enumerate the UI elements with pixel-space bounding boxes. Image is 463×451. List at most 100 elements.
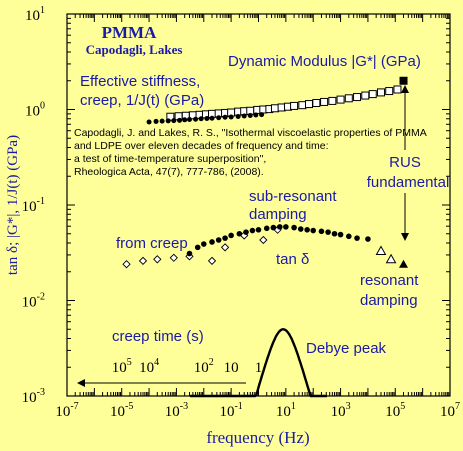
annotation-creep-time: creep time (s) [112,328,204,345]
data-point-creep-stiffness [259,112,265,118]
annotation-from-creep: from creep [116,235,188,252]
data-point-tan-delta [337,231,344,238]
chart-title: PMMA [102,23,157,42]
y-tick-label: 100 [25,101,45,120]
annotation-dynamic-modulus: Dynamic Modulus |G*| (GPa) [228,53,421,70]
data-point-open-square [270,104,279,113]
data-point-open-square [344,94,353,103]
annotation-resonant-2: damping [360,292,418,309]
data-point-rus-damping [399,259,409,268]
annotation-rus: RUS [389,154,421,171]
data-point-open-square [320,97,329,106]
data-series [122,76,409,398]
data-point-tan-delta [365,236,371,242]
chart-subtitle: Capodagli, Lakes [86,42,183,57]
data-point-rus-modulus [399,76,408,85]
data-point-tan-delta [263,225,270,232]
data-point-creep-stiffness [216,115,222,121]
data-point-open-square [361,91,370,100]
data-point-tan-delta [200,241,207,247]
x-tick-label: 10-1 [219,401,242,420]
data-point-tan-delta [291,224,297,231]
data-point-tan-delta [236,230,243,237]
data-point-creep-stiffness [222,114,228,120]
data-point-creep-stiffness [228,114,234,120]
x-tick-label: 107 [440,401,460,420]
citation-line-2: and LDPE over eleven decades of frequenc… [74,140,329,152]
data-point-tan-delta [194,244,201,251]
x-tick-label: 103 [331,401,351,420]
data-point-creep-stiffness [204,115,210,121]
x-tick-label: 101 [276,401,296,420]
data-point-tan-delta [310,227,317,234]
data-point-tan-delta [228,232,234,239]
data-point-open-diamond [138,256,148,266]
data-point-open-square [368,90,377,99]
citation: Capodagli, J. and Lakes, R. S., "Isother… [74,127,427,178]
data-point-creep-stiffness [177,117,183,123]
data-point-tan-delta [318,228,325,235]
data-point-creep-stiffness [182,117,188,123]
creep-time-axis: 105 104 102 10 1 [112,357,263,376]
creep-time-tick-label: 105 [112,357,132,376]
y-axis-label: tan δ; |G*|, 1/J(t) (GPa) [5,135,21,275]
data-point-tan-delta [297,226,304,232]
data-point-open-diamond [220,243,230,252]
annotation-sub-resonant-2: damping [249,206,307,223]
data-point-creep-stiffness [198,116,204,122]
data-point-creep-stiffness [253,112,259,118]
data-point-tan-delta [186,250,193,257]
data-point-tan-delta [255,226,262,233]
data-point-tan-delta [243,229,249,235]
citation-line-4: Rheologica Acta, 47(7), 777-786, (2008). [74,166,264,178]
creep-time-tick-label: 104 [139,357,159,376]
data-point-creep-stiffness [159,118,165,124]
y-tick-label: 10-3 [22,387,45,406]
debye-peak-curve [190,328,327,398]
data-point-open-square [328,96,337,105]
data-point-open-square [312,98,321,107]
data-point-tan-delta [276,224,283,230]
x-tick-label: 10-7 [55,401,78,420]
data-point-tan-delta [222,235,228,241]
data-point-creep-stiffness [146,119,152,125]
data-point-tan-delta [209,239,215,245]
data-point-creep-stiffness [241,113,247,119]
data-point-tan-delta [215,237,222,243]
creep-time-tick-label: 1 [255,360,263,376]
creep-time-tick-label: 102 [194,357,214,376]
annotation-resonant-1: resonant [360,272,419,289]
x-axis-label: frequency (Hz) [206,428,309,447]
data-point-open-triangle [385,253,397,264]
data-point-creep-stiffness [165,118,171,124]
annotation-effective-stiffness-1: Effective stiffness, [80,73,200,90]
annotation-sub-resonant-1: sub-resonant [249,188,337,205]
data-point-open-square [376,88,385,97]
data-point-open-diamond [207,256,217,266]
citation-line-1: Capodagli, J. and Lakes, R. S., "Isother… [74,127,427,139]
data-point-tan-delta [325,229,331,235]
y-tick-label: 10-1 [22,196,45,215]
y-tick-label: 101 [25,5,45,24]
x-tick-label: 10-5 [110,401,133,420]
x-tick-label: 105 [385,401,405,420]
data-point-open-square [385,87,394,96]
data-point-open-square [298,101,307,110]
data-point-open-diamond [122,260,131,269]
y-tick-label: 10-2 [22,292,45,311]
data-point-open-square [336,95,345,104]
annotation-debye-peak: Debye peak [306,340,387,357]
data-point-tan-delta [270,224,277,231]
data-point-tan-delta [346,233,352,240]
data-point-tan-delta [354,235,360,241]
data-point-open-square [290,101,299,110]
x-axis-ticks: 10-7 10-5 10-3 10-1 101 103 105 107 [55,14,460,420]
data-point-creep-stiffness [193,116,199,122]
data-point-open-diamond [169,253,178,262]
annotation-rus-fundamental: fundamental [367,174,450,191]
data-point-tan-delta [304,226,310,233]
data-point-creep-stiffness [247,113,253,119]
data-point-creep-stiffness [235,113,241,119]
data-point-open-square [393,85,402,94]
